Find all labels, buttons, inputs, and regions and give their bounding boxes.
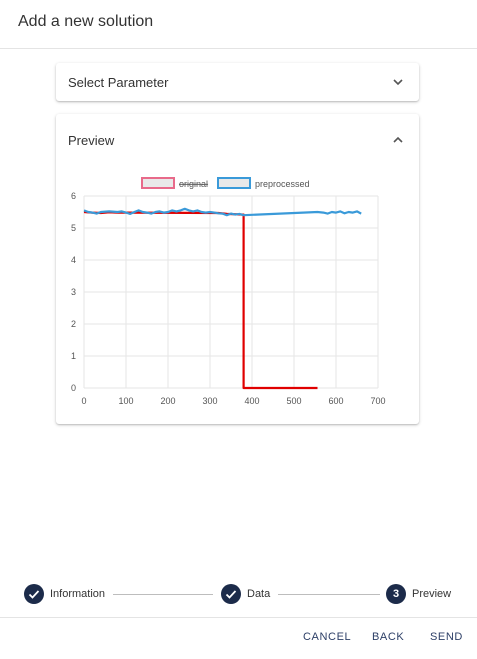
step-connector	[113, 594, 213, 595]
legend-label-original: original	[179, 179, 208, 189]
step-information-check	[24, 584, 44, 604]
select-parameter-panel: Select Parameter	[56, 63, 419, 101]
x-tick-label: 0	[81, 396, 86, 406]
preview-header[interactable]: Preview	[56, 114, 419, 152]
x-tick-label: 500	[286, 396, 301, 406]
back-button[interactable]: BACK	[372, 631, 405, 643]
y-tick-label: 5	[71, 223, 76, 233]
x-tick-label: 200	[160, 396, 175, 406]
cancel-button[interactable]: CANCEL	[303, 631, 352, 643]
dialog-footer: CANCEL BACK SEND	[0, 617, 477, 659]
x-tick-label: 400	[244, 396, 259, 406]
chevron-down-icon	[393, 79, 403, 86]
y-tick-label: 3	[71, 287, 76, 297]
x-tick-label: 100	[118, 396, 133, 406]
y-tick-label: 1	[71, 351, 76, 361]
series-line-preprocessed	[83, 207, 362, 217]
step-information-label: Information	[50, 588, 106, 600]
preview-panel: Preview 0 1 2 3 4 5 6 0 100 200 300 400 500 600 700 ori…	[56, 114, 419, 424]
step-preview-number: 3	[386, 584, 406, 604]
x-tick-label: 700	[370, 396, 385, 406]
line-chart: 0 1 2 3 4 5 6 0 100 200 300 400 500 600 700 original pre…	[71, 177, 386, 406]
preview-label: Preview	[68, 133, 115, 148]
y-tick-label: 4	[71, 255, 76, 265]
y-tick-label: 2	[71, 319, 76, 329]
stepper: Information Data 3 Preview	[0, 577, 477, 611]
legend-label-preprocessed: preprocessed	[255, 179, 310, 189]
preview-chart: 0 1 2 3 4 5 6 0 100 200 300 400 500 600 700 original pre…	[56, 174, 419, 414]
check-icon	[28, 590, 40, 599]
series-line-original	[83, 210, 318, 390]
select-parameter-header[interactable]: Select Parameter	[56, 63, 419, 101]
x-tick-label: 600	[328, 396, 343, 406]
step-data-label: Data	[247, 588, 271, 600]
dialog-header: Add a new solution	[0, 0, 477, 49]
legend-swatch-original	[141, 177, 175, 189]
chevron-up-icon	[393, 136, 403, 143]
check-icon	[225, 590, 237, 599]
step-data-check	[221, 584, 241, 604]
y-tick-label: 6	[71, 191, 76, 201]
send-button[interactable]: SEND	[430, 631, 463, 643]
legend-swatch-preprocessed	[217, 177, 251, 189]
x-tick-label: 300	[202, 396, 217, 406]
y-tick-label: 0	[71, 383, 76, 393]
step-connector	[278, 594, 380, 595]
dialog-title: Add a new solution	[18, 13, 154, 30]
select-parameter-label: Select Parameter	[68, 75, 169, 90]
step-preview-label: Preview	[412, 588, 452, 600]
